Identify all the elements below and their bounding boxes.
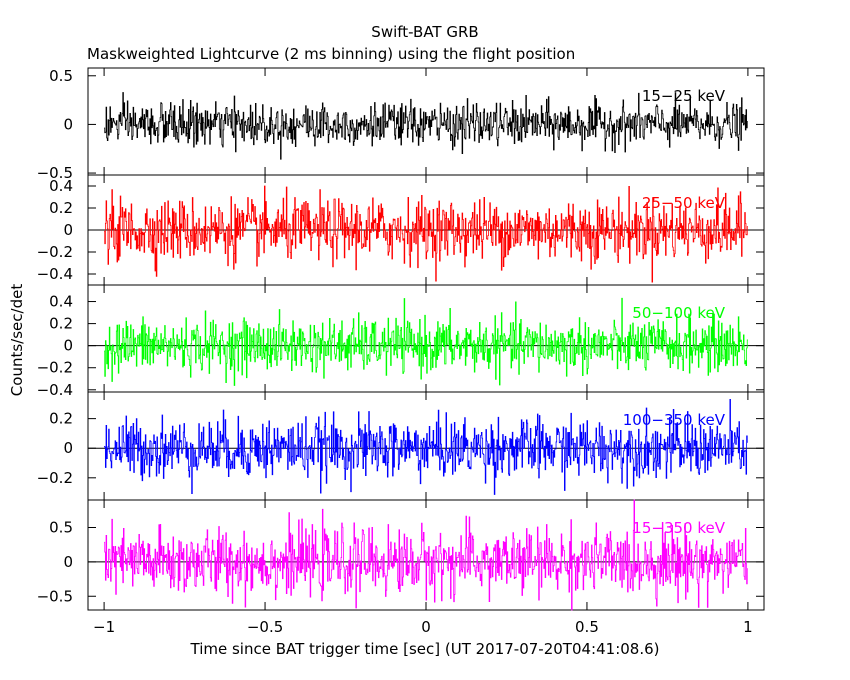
y-tick-label: 0.2: [49, 410, 73, 428]
y-axis-label: Counts/sec/det: [8, 284, 26, 397]
x-tick-label: −1: [93, 618, 115, 636]
band-label: 100−350 keV: [623, 411, 726, 429]
y-tick-label: −0.5: [37, 164, 73, 182]
chart-title: Swift-BAT GRB: [371, 23, 478, 41]
x-tick-label: −0.5: [247, 618, 283, 636]
y-tick-label: 0.4: [49, 293, 73, 311]
x-tick-label: 0: [421, 618, 431, 636]
y-tick-label: 0: [63, 553, 73, 571]
y-tick-label: 0: [63, 221, 73, 239]
y-tick-label: 0: [63, 439, 73, 457]
chart-subtitle: Maskweighted Lightcurve (2 ms binning) u…: [87, 45, 575, 63]
band-label: 50−100 keV: [632, 304, 725, 322]
x-axis-label: Time since BAT trigger time [sec] (UT 20…: [190, 640, 660, 658]
series-line: [104, 499, 748, 611]
x-tick-label: 1: [743, 618, 753, 636]
x-tick-label: 0.5: [575, 618, 599, 636]
y-tick-label: −0.2: [37, 469, 73, 487]
y-tick-label: 0.5: [49, 519, 73, 537]
band-label: 25−50 keV: [642, 194, 726, 212]
y-tick-label: −0.2: [37, 359, 73, 377]
y-tick-label: 0.5: [49, 67, 73, 85]
y-tick-label: 0.4: [49, 177, 73, 195]
y-tick-label: 0: [63, 115, 73, 133]
series-line: [104, 92, 748, 160]
series-line: [104, 297, 748, 386]
series-line: [104, 185, 748, 283]
band-label: 15−350 keV: [632, 519, 725, 537]
y-tick-label: 0.2: [49, 199, 73, 217]
y-tick-label: −0.4: [37, 381, 73, 399]
y-tick-label: −0.5: [37, 587, 73, 605]
panels-group: −0.5 0 0.5 15−25 keV −0.4 −0.2 0 0.2 0.4 25−50 ke…: [37, 67, 765, 636]
y-tick-label: 0: [63, 337, 73, 355]
series-line: [104, 398, 748, 495]
y-tick-label: 0.2: [49, 315, 73, 333]
y-tick-label: −0.2: [37, 243, 73, 261]
y-tick-label: −0.4: [37, 265, 73, 283]
band-label: 15−25 keV: [642, 87, 726, 105]
